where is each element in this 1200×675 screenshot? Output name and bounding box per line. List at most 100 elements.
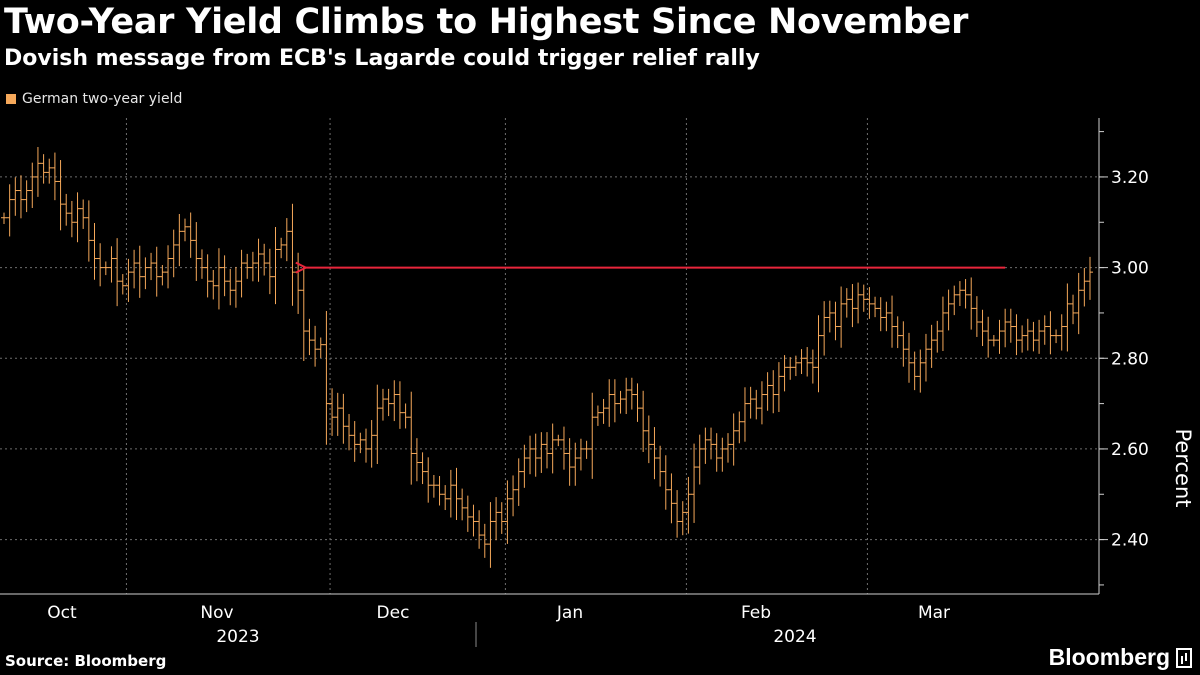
ohlc-bar bbox=[889, 295, 896, 348]
source-note: Source: Bloomberg bbox=[5, 652, 167, 670]
ohlc-bar bbox=[148, 252, 155, 281]
y-axis-label: Percent bbox=[1171, 428, 1195, 507]
ohlc-bar bbox=[651, 427, 658, 480]
ohlc-bar bbox=[289, 203, 296, 306]
ohlc-bar bbox=[939, 296, 946, 352]
ohlc-bar bbox=[487, 502, 494, 568]
ohlc-bar bbox=[464, 495, 471, 532]
ohlc-bar bbox=[255, 238, 262, 282]
x-month-label: Jan bbox=[556, 603, 583, 623]
ohlc-bar bbox=[849, 284, 856, 328]
ohlc-bar bbox=[340, 393, 347, 444]
ohlc-bar bbox=[368, 420, 375, 468]
ohlc-bar bbox=[221, 255, 228, 297]
ohlc-bar bbox=[204, 254, 211, 298]
ohlc-bar bbox=[527, 435, 534, 475]
y-tick-label: 3.20 bbox=[1111, 168, 1149, 188]
ohlc-bar bbox=[628, 377, 635, 410]
ohlc-bar bbox=[159, 264, 166, 286]
ohlc-bar bbox=[34, 147, 41, 197]
ohlc-bar bbox=[544, 432, 550, 469]
ohlc-bar bbox=[136, 245, 143, 298]
ohlc-bar bbox=[1081, 267, 1088, 307]
ohlc-bar bbox=[725, 433, 731, 463]
ohlc-bar bbox=[843, 288, 850, 318]
ohlc-bar bbox=[515, 458, 522, 506]
ohlc-bar bbox=[702, 427, 709, 464]
ohlc-bar bbox=[453, 467, 460, 520]
ohlc-bar bbox=[736, 411, 743, 444]
ohlc-bar bbox=[46, 158, 53, 184]
ohlc-bar bbox=[1024, 318, 1031, 351]
y-tick-label: 3.00 bbox=[1111, 259, 1149, 279]
ohlc-bar bbox=[182, 218, 188, 242]
legend: German two-year yield bbox=[6, 91, 182, 107]
chart-subtitle: Dovish message from ECB's Lagarde could … bbox=[4, 46, 760, 71]
ohlc-bar bbox=[781, 355, 788, 392]
ohlc-bar bbox=[1019, 325, 1026, 353]
ohlc-bar bbox=[510, 475, 517, 517]
ohlc-bar bbox=[832, 301, 839, 341]
ohlc-bar bbox=[85, 200, 92, 262]
ohlc-bar bbox=[696, 434, 703, 485]
ohlc-bar bbox=[538, 432, 545, 473]
ohlc-bar bbox=[917, 349, 924, 393]
ohlc-bar bbox=[1013, 314, 1020, 356]
ohlc-bar bbox=[792, 355, 799, 377]
ohlc-bar bbox=[102, 261, 109, 276]
ohlc-bar bbox=[594, 405, 601, 426]
ohlc-bar bbox=[119, 274, 126, 295]
ohlc-bar bbox=[600, 398, 607, 424]
ohlc-bar bbox=[934, 320, 941, 353]
ohlc-bar bbox=[973, 296, 980, 337]
ohlc-bar bbox=[68, 200, 75, 238]
ohlc-bar bbox=[351, 421, 358, 462]
ohlc-bar bbox=[730, 413, 737, 466]
legend-swatch bbox=[6, 94, 16, 104]
ohlc-bar bbox=[312, 325, 319, 367]
ohlc-bar bbox=[640, 390, 647, 452]
ohlc-bar bbox=[821, 301, 828, 356]
ohlc-bar bbox=[385, 388, 392, 417]
ohlc-bar bbox=[764, 372, 771, 411]
ohlc-bar bbox=[215, 248, 222, 310]
ohlc-bar bbox=[193, 222, 200, 281]
x-year-label: 2024 bbox=[773, 627, 816, 647]
ohlc-bar bbox=[708, 427, 715, 460]
ohlc-bar bbox=[238, 249, 245, 298]
ohlc-bar bbox=[413, 438, 420, 482]
ohlc-bar bbox=[283, 218, 290, 262]
ohlc-bar bbox=[872, 296, 879, 318]
ohlc-bar bbox=[894, 316, 901, 349]
ohlc-bar bbox=[23, 180, 30, 213]
ohlc-bar bbox=[985, 316, 992, 358]
ohlc-bar bbox=[906, 332, 912, 383]
ohlc-bar bbox=[346, 414, 353, 451]
ohlc-bar bbox=[883, 301, 890, 332]
ohlc-bar bbox=[334, 392, 341, 436]
ohlc-bar bbox=[323, 311, 330, 445]
ohlc-bar bbox=[860, 284, 867, 312]
bloomberg-terminal-icon bbox=[1176, 647, 1192, 668]
ohlc-bar bbox=[634, 383, 641, 422]
ohlc-bar bbox=[176, 213, 183, 267]
ohlc-bar bbox=[131, 249, 138, 289]
ohlc-bar bbox=[470, 504, 477, 537]
ohlc-bar bbox=[804, 347, 811, 377]
y-tick-label: 2.80 bbox=[1111, 349, 1149, 369]
ohlc-bar bbox=[447, 469, 454, 518]
ohlc-bar bbox=[498, 502, 505, 534]
ohlc-bar bbox=[1087, 256, 1093, 300]
ohlc-bar bbox=[391, 380, 398, 422]
ohlc-bar bbox=[951, 285, 958, 316]
y-tick-label: 2.60 bbox=[1111, 440, 1149, 460]
ohlc-bar bbox=[306, 318, 313, 356]
ohlc-bar bbox=[198, 249, 205, 279]
ohlc-bar bbox=[114, 238, 121, 307]
ohlc-bar bbox=[691, 443, 698, 523]
x-month-label: Nov bbox=[200, 603, 233, 623]
ohlc-bar bbox=[227, 268, 234, 306]
ohlc-bar bbox=[719, 437, 726, 472]
ohlc-bar bbox=[504, 480, 511, 544]
ohlc-bar bbox=[1047, 311, 1054, 355]
